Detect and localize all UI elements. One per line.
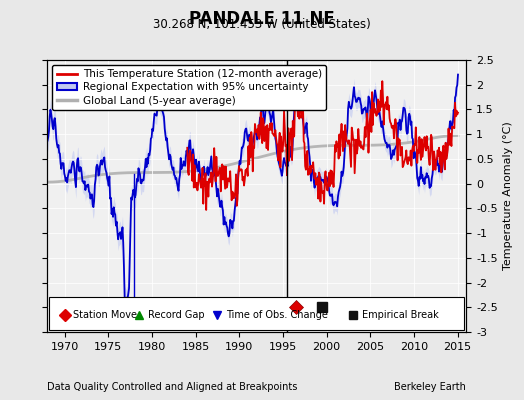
Text: Time of Obs. Change: Time of Obs. Change <box>226 310 328 320</box>
Text: Station Move: Station Move <box>73 310 137 320</box>
FancyBboxPatch shape <box>49 297 464 330</box>
Text: PANDALE 11 NE: PANDALE 11 NE <box>189 10 335 28</box>
Text: Berkeley Earth: Berkeley Earth <box>395 382 466 392</box>
Y-axis label: Temperature Anomaly (°C): Temperature Anomaly (°C) <box>504 122 514 270</box>
Text: Record Gap: Record Gap <box>148 310 204 320</box>
Text: Empirical Break: Empirical Break <box>362 310 438 320</box>
Legend: This Temperature Station (12-month average), Regional Expectation with 95% uncer: This Temperature Station (12-month avera… <box>52 65 326 110</box>
Text: 30.268 N, 101.453 W (United States): 30.268 N, 101.453 W (United States) <box>153 18 371 31</box>
Text: Data Quality Controlled and Aligned at Breakpoints: Data Quality Controlled and Aligned at B… <box>47 382 298 392</box>
